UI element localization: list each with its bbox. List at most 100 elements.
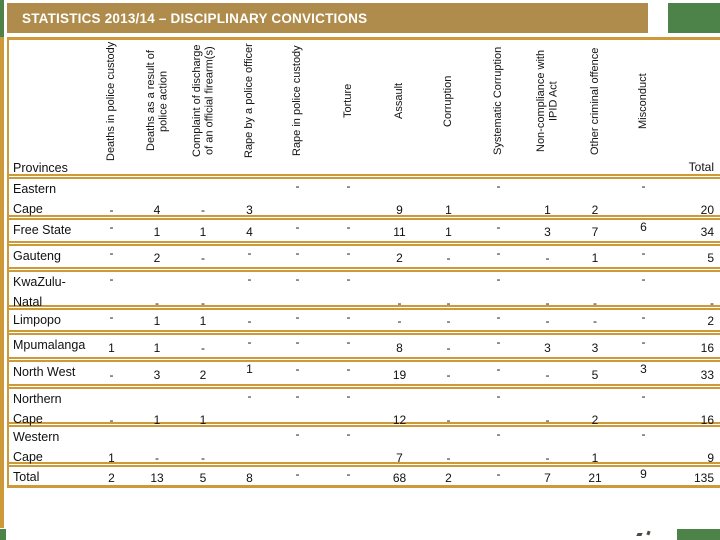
cell-value: - bbox=[295, 220, 300, 234]
column-header-label: Corruption bbox=[442, 75, 455, 127]
cell-value: 1 bbox=[445, 203, 452, 217]
cell-value: - bbox=[496, 467, 501, 481]
column-header-12: Misconduct bbox=[619, 40, 668, 176]
cell-value: 8 bbox=[246, 471, 253, 485]
cell-value: - bbox=[201, 251, 205, 265]
cell-value: 3 bbox=[591, 341, 599, 355]
cell-value: 5 bbox=[591, 368, 599, 382]
total-value: - bbox=[710, 296, 714, 310]
cell-value: 19 bbox=[392, 368, 407, 382]
cell-value: - bbox=[496, 272, 501, 286]
cell-value: - bbox=[496, 389, 501, 403]
cell-value bbox=[226, 427, 273, 467]
column-header-label: Torture bbox=[342, 83, 355, 119]
cell-value: - bbox=[496, 179, 501, 193]
column-header-label: Deaths in police custody bbox=[105, 41, 118, 161]
column-header-6: Torture bbox=[322, 40, 375, 176]
cell-value: - bbox=[295, 272, 300, 286]
cell-value: - bbox=[295, 389, 300, 403]
cell-value: - bbox=[496, 220, 501, 234]
bottom-right-green-bar bbox=[677, 529, 720, 540]
cell-value: - bbox=[109, 220, 114, 234]
cell-value: 1 bbox=[591, 251, 599, 265]
province-label: Eastern Cape bbox=[13, 182, 57, 216]
cell-value: - bbox=[295, 179, 300, 193]
total-value: 135 bbox=[693, 471, 714, 485]
cropped-page-number-glyph bbox=[636, 530, 653, 537]
cell-value: - bbox=[346, 427, 351, 441]
table-row-mpumalanga: Mpumalanga 1 1 - - - - 8 - - 3 3 - 16 bbox=[9, 333, 720, 359]
cell-value: - bbox=[295, 427, 300, 441]
cell-value: - bbox=[346, 310, 351, 324]
cell-value: - bbox=[545, 314, 550, 328]
cell-value: - bbox=[496, 310, 501, 324]
total-value: 34 bbox=[700, 225, 714, 239]
column-header-label: Assault bbox=[393, 82, 406, 120]
province-label: North West bbox=[13, 365, 76, 379]
column-header-3: Complaint of discharge of an official fi… bbox=[180, 40, 226, 176]
cell-value: 1 bbox=[199, 413, 207, 427]
left-gold-strip bbox=[0, 37, 4, 528]
cell-value: - bbox=[201, 203, 205, 217]
cell-value: - bbox=[346, 389, 351, 403]
cell-value: - bbox=[496, 362, 501, 376]
column-header-label: Systematic Corruption bbox=[492, 46, 505, 156]
cell-value: 1 bbox=[153, 341, 161, 355]
total-value: 20 bbox=[700, 203, 714, 217]
table-row-western-cape: Western Cape 1 - - - - 7 - - - 1 - 9 bbox=[9, 425, 720, 467]
cell-value: - bbox=[641, 179, 646, 193]
disciplinary-convictions-table: Provinces Deaths in police custody Deaths… bbox=[7, 37, 720, 488]
cell-value: - bbox=[545, 296, 550, 310]
cell-value: - bbox=[346, 362, 351, 376]
cell-value: - bbox=[593, 314, 597, 328]
column-header-label: Rape in police custody bbox=[291, 45, 304, 157]
column-header-label: Non-compliance with IPID Act bbox=[535, 49, 560, 153]
cell-value: - bbox=[346, 179, 351, 193]
table-row-limpopo: Limpopo - 1 1 - - - - - - - - - 2 bbox=[9, 308, 720, 332]
cell-value: - bbox=[155, 296, 159, 310]
cell-value: 1 bbox=[108, 341, 115, 355]
cell-value: 1 bbox=[153, 413, 161, 427]
cell-value: - bbox=[295, 335, 300, 349]
cell-value: 3 bbox=[640, 362, 647, 376]
cell-value: 7 bbox=[544, 471, 551, 485]
province-label: Mpumalanga bbox=[13, 338, 86, 352]
cell-value: - bbox=[446, 251, 451, 265]
total-value: 9 bbox=[707, 451, 714, 465]
column-header-8: Corruption bbox=[424, 40, 473, 176]
cell-value: 1 bbox=[199, 225, 207, 239]
cell-value: 4 bbox=[246, 225, 253, 239]
cell-value: - bbox=[155, 451, 159, 465]
cell-value: 68 bbox=[392, 471, 407, 485]
column-header-label: Complaint of discharge of an official fi… bbox=[190, 44, 215, 158]
cell-value: 7 bbox=[396, 451, 403, 465]
cell-value: 1 bbox=[591, 451, 599, 465]
cell-value: - bbox=[109, 246, 114, 260]
cell-value: - bbox=[496, 335, 501, 349]
column-header-10: Non-compliance with IPID Act bbox=[524, 40, 571, 176]
cell-value: 1 bbox=[199, 314, 207, 328]
bottom-left-green-square bbox=[0, 529, 6, 540]
table-row-total: Total 2 13 5 8- -68 2-7 21 9 135 bbox=[9, 465, 720, 488]
table-header-row: Provinces Deaths in police custody Deaths… bbox=[9, 37, 720, 176]
title-green-square bbox=[668, 3, 720, 33]
table-row-eastern-cape: Eastern Cape - 4 - 3 - - 9 1 - 1 2 - 20 bbox=[9, 177, 720, 217]
cell-value: 6 bbox=[640, 220, 647, 234]
cell-value: 1 bbox=[153, 225, 161, 239]
cell-value: - bbox=[641, 427, 646, 441]
column-header-2: Deaths as a result of police action bbox=[134, 40, 180, 176]
cell-value: - bbox=[397, 296, 402, 310]
column-header-11: Other criminal offence bbox=[571, 40, 619, 176]
province-label: Western Cape bbox=[13, 430, 60, 464]
cell-value: 3 bbox=[544, 341, 551, 355]
cell-value: 8 bbox=[396, 341, 403, 355]
cell-value: 9 bbox=[396, 203, 403, 217]
column-header-label: Deaths as a result of police action bbox=[144, 50, 169, 152]
cell-value: - bbox=[346, 246, 351, 260]
cell-value: 12 bbox=[392, 413, 407, 427]
total-value: 16 bbox=[700, 341, 714, 355]
column-header-label: Other criminal offence bbox=[588, 47, 601, 155]
cell-value: - bbox=[109, 368, 114, 382]
cell-value: 2 bbox=[108, 471, 115, 485]
cell-value: - bbox=[397, 314, 402, 328]
